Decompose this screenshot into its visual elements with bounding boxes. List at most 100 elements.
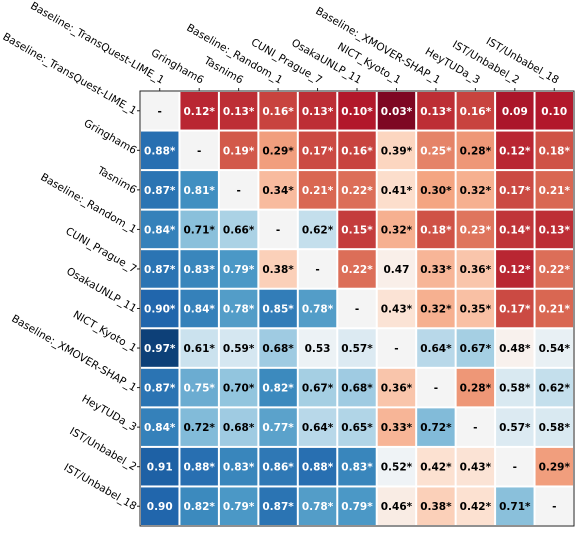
heatmap-cell xyxy=(298,368,337,407)
heatmap-cell xyxy=(338,368,376,407)
heatmap-cell xyxy=(298,250,337,288)
heatmap-cell xyxy=(456,92,495,130)
heatmap-cell xyxy=(417,368,455,407)
heatmap-cell-label: - xyxy=(434,383,438,395)
heatmap-cell xyxy=(141,447,179,486)
heatmap-cell-label: 0.36* xyxy=(381,383,413,395)
heatmap-cell xyxy=(141,131,179,170)
heatmap-cell-label: 0.81* xyxy=(183,185,215,197)
heatmap-cell-label: 0.57* xyxy=(341,343,373,355)
heatmap-cell-label: 0.54* xyxy=(539,343,571,355)
heatmap-cell-label: 0.72* xyxy=(183,422,215,434)
heatmap-cell-label: - xyxy=(315,264,319,276)
heatmap-cell-label: 0.28* xyxy=(460,145,492,157)
heatmap-cell xyxy=(298,487,337,525)
heatmap-cell xyxy=(535,368,573,407)
heatmap-cell-label: 0.22* xyxy=(341,264,373,276)
heatmap-cell xyxy=(417,408,455,446)
row-tick-label: IST/Unbabel_2 xyxy=(67,425,138,473)
heatmap-cell-label: 0.16* xyxy=(262,106,294,118)
heatmap-cell xyxy=(456,487,495,525)
heatmap-cell xyxy=(141,368,179,407)
heatmap-cell xyxy=(496,131,534,170)
heatmap-cell xyxy=(259,289,297,328)
heatmap-cell-label: 0.36* xyxy=(460,264,492,276)
heatmap-cell-label: - xyxy=(236,185,240,197)
heatmap-cell-label: 0.90* xyxy=(144,304,176,316)
heatmap-cell xyxy=(377,289,416,328)
heatmap-cell-label: 0.21* xyxy=(539,304,571,316)
heatmap-cell xyxy=(180,210,218,249)
heatmap-cell-label: 0.22* xyxy=(539,264,571,276)
heatmap-cell xyxy=(338,92,376,130)
heatmap-cell-label: 0.85* xyxy=(262,304,294,316)
row-tick-label: Gringham6 xyxy=(82,117,139,157)
heatmap-cell-label: 0.13* xyxy=(223,106,255,118)
heatmap-cell xyxy=(259,329,297,367)
heatmap-cell-label: 0.59* xyxy=(223,343,255,355)
heatmap-cell xyxy=(338,408,376,446)
heatmap-cell xyxy=(298,408,337,446)
heatmap-cell-label: 0.10* xyxy=(341,106,373,118)
heatmap-cell-label: 0.71* xyxy=(183,224,215,236)
heatmap-cell-label: 0.79* xyxy=(223,264,255,276)
heatmap-cell xyxy=(496,250,534,288)
heatmap-cell xyxy=(338,210,376,249)
heatmap-cell xyxy=(219,329,258,367)
heatmap-cell xyxy=(180,487,218,525)
heatmap-cell xyxy=(259,250,297,288)
heatmap-cell xyxy=(219,487,258,525)
heatmap-cell-label: 0.79* xyxy=(341,501,373,513)
heatmap-cell xyxy=(338,289,376,328)
heatmap-cell-label: 0.58* xyxy=(539,422,571,434)
heatmap-cell-label: 0.13* xyxy=(302,106,334,118)
heatmap-cell-label: 0.13* xyxy=(539,224,571,236)
heatmap-cell xyxy=(377,92,416,130)
heatmap-cell-label: 0.18* xyxy=(539,145,571,157)
heatmap-cell xyxy=(298,131,337,170)
heatmap-cell-label: 0.91 xyxy=(147,462,173,474)
heatmap-cell xyxy=(141,408,179,446)
heatmap-cell xyxy=(259,487,297,525)
heatmap-cell xyxy=(180,447,218,486)
heatmap-cell-label: 0.70* xyxy=(223,383,255,395)
heatmap-cell xyxy=(496,408,534,446)
heatmap-cell-label: 0.19* xyxy=(223,145,255,157)
heatmap-cell xyxy=(456,408,495,446)
heatmap-cell xyxy=(298,171,337,209)
row-tick-label: NICT_Kyoto_1 xyxy=(71,309,139,355)
heatmap-cell-label: 0.17* xyxy=(302,145,334,157)
heatmap-cell-label: 0.43* xyxy=(460,462,492,474)
column-tick-label: Baseline:_TransQuest-LIME_1 xyxy=(28,0,166,87)
heatmap-cell xyxy=(535,131,573,170)
heatmap-cell-label: - xyxy=(276,224,280,236)
heatmap-cell xyxy=(456,210,495,249)
heatmap-cell-label: 0.38* xyxy=(262,264,294,276)
heatmap-cell xyxy=(219,368,258,407)
heatmap-cell xyxy=(377,131,416,170)
heatmap-cell xyxy=(141,250,179,288)
heatmap-cell-label: 0.22* xyxy=(341,185,373,197)
heatmap-cell xyxy=(377,408,416,446)
row-tick-label: Baseline:_TransQuest-LIME_1 xyxy=(1,31,139,118)
heatmap-cell-label: 0.83* xyxy=(183,264,215,276)
heatmap-cell-label: 0.29* xyxy=(539,462,571,474)
heatmap-cell-label: 0.62* xyxy=(539,383,571,395)
heatmap-cell xyxy=(417,171,455,209)
heatmap-cell-label: 0.16* xyxy=(341,145,373,157)
heatmap-cell xyxy=(219,131,258,170)
heatmap-cell xyxy=(338,171,376,209)
heatmap-cell-label: 0.12* xyxy=(499,145,531,157)
heatmap-cell xyxy=(417,289,455,328)
heatmap-cell xyxy=(456,289,495,328)
heatmap-cell xyxy=(535,447,573,486)
heatmap-cell xyxy=(496,329,534,367)
heatmap-cell-label: 0.87* xyxy=(262,501,294,513)
heatmap-cell-label: 0.77* xyxy=(262,422,294,434)
heatmap-cell-label: 0.83* xyxy=(341,462,373,474)
heatmap-cell xyxy=(141,289,179,328)
heatmap-cell-label: 0.30* xyxy=(420,185,452,197)
heatmap-cell xyxy=(496,447,534,486)
heatmap-cell-label: 0.42* xyxy=(420,462,452,474)
